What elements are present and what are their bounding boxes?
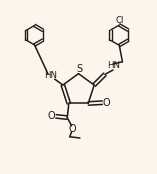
Text: O: O (68, 124, 76, 134)
Text: O: O (48, 111, 55, 121)
Text: O: O (103, 98, 111, 108)
Text: HN: HN (44, 71, 57, 80)
Text: HN: HN (107, 61, 120, 70)
Text: Cl: Cl (115, 16, 124, 25)
Text: S: S (77, 64, 83, 74)
